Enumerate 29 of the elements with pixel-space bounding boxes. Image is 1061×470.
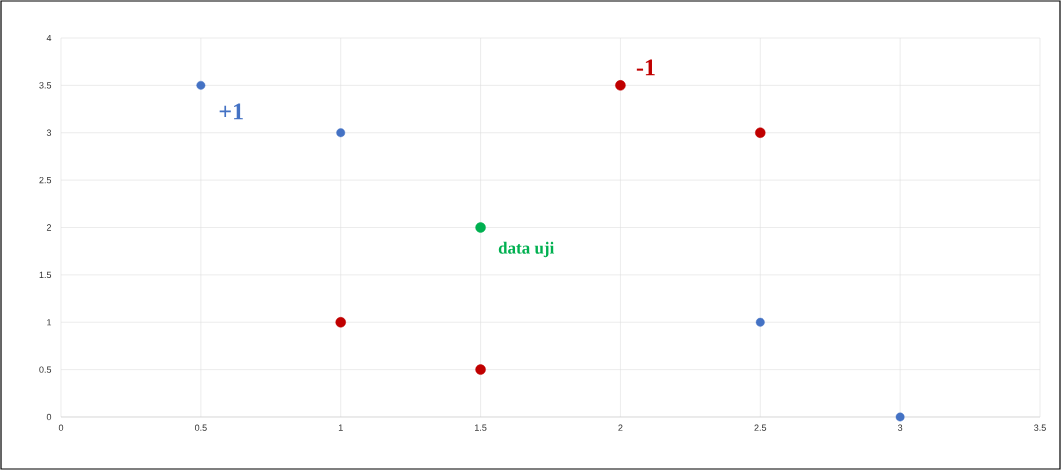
point [335, 317, 346, 328]
y-tick-label: 3 [46, 129, 52, 136]
point [475, 364, 486, 375]
series-label: -1 [636, 59, 655, 76]
point [755, 317, 765, 327]
point [895, 412, 905, 422]
point [196, 80, 206, 90]
series-label: +1 [219, 103, 243, 120]
x-tick-label: 2.5 [754, 424, 767, 431]
x-tick-label: 1.5 [475, 424, 487, 431]
x-tick-label: 0 [58, 424, 64, 431]
y-tick-label: 4 [46, 34, 52, 42]
point [755, 127, 766, 138]
y-tick-label: 0 [46, 413, 52, 421]
y-tick-label: 2.5 [39, 176, 52, 184]
y-tick-label: 0.5 [39, 366, 52, 373]
y-tick-label: 3.5 [39, 82, 52, 89]
y-tick-label: 1.5 [39, 271, 52, 279]
x-tick-label: 3 [897, 424, 903, 431]
x-tick-label: 2 [618, 424, 623, 431]
x-tick-label: 1 [338, 424, 343, 431]
point [475, 222, 486, 233]
x-tick-label: 0.5 [194, 424, 207, 431]
y-tick-label: 1 [47, 319, 52, 326]
point [615, 80, 626, 91]
series-label: data uji [498, 241, 555, 258]
point [336, 128, 346, 138]
y-tick-label: 2 [46, 224, 52, 231]
x-tick-label: 3.5 [1034, 424, 1046, 431]
